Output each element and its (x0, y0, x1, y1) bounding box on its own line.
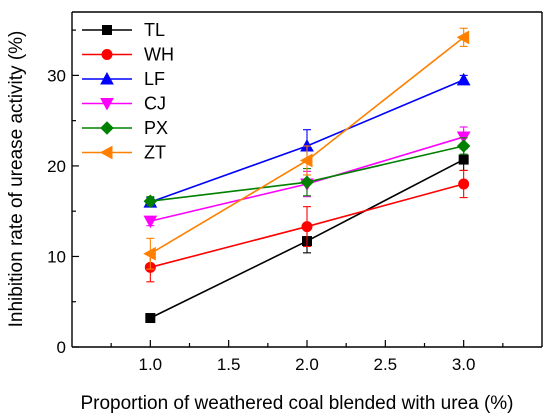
legend-marker-wh (101, 49, 113, 60)
y-axis-title: Inhibition rate of urease activity (%) (6, 31, 27, 328)
axis-ticks: 1.0 1.5 2.0 2.5 3.0 0 10 20 30 (47, 29, 504, 374)
data-point-px (143, 194, 158, 208)
legend-marker-lf (100, 71, 114, 85)
x-axis-title: Proportion of weathered coal blended wit… (80, 393, 513, 414)
x-tick-label: 3.0 (452, 355, 476, 374)
x-tick-label: 2.0 (295, 355, 319, 374)
legend-label: LF (144, 69, 165, 89)
legend-label: PX (144, 118, 168, 138)
legend-item-zt: ZT (82, 143, 166, 163)
data-point-wh (458, 178, 470, 190)
data-point-lf (456, 72, 471, 86)
data-point-tl (145, 313, 156, 324)
legend-marker-cj (100, 98, 114, 111)
legend-label: ZT (144, 143, 166, 163)
legend-marker-px (100, 121, 114, 135)
legend-label: WH (144, 45, 174, 65)
series-px (143, 137, 471, 208)
y-tick-label: 0 (57, 338, 66, 357)
y-tick-label: 10 (47, 247, 66, 266)
legend-item-px: PX (82, 118, 168, 138)
legend-item-wh: WH (82, 45, 174, 65)
legend-label: CJ (144, 94, 166, 114)
x-tick-label: 1.5 (217, 355, 241, 374)
series-zt (143, 27, 470, 270)
y-tick-label: 20 (47, 157, 66, 176)
x-tick-label: 2.5 (374, 355, 398, 374)
data-point-zt (456, 30, 470, 45)
legend-marker-tl (102, 25, 112, 35)
legend-label: TL (144, 20, 165, 40)
legend-item-cj: CJ (82, 94, 166, 114)
legend-item-lf: LF (82, 69, 165, 89)
y-tick-label: 30 (47, 66, 66, 85)
legend: TL WH LF CJ PX ZT (82, 20, 174, 163)
data-point-tl (458, 154, 469, 165)
data-point-wh (301, 221, 313, 233)
x-tick-label: 1.0 (139, 355, 163, 374)
data-point-px (300, 175, 314, 189)
data-point-zt (299, 153, 313, 168)
legend-marker-zt (99, 145, 113, 160)
data-point-cj (143, 215, 158, 229)
data-point-zt (143, 246, 156, 261)
data-point-px (456, 139, 471, 153)
series-layer (143, 27, 471, 324)
legend-item-tl: TL (82, 20, 165, 40)
